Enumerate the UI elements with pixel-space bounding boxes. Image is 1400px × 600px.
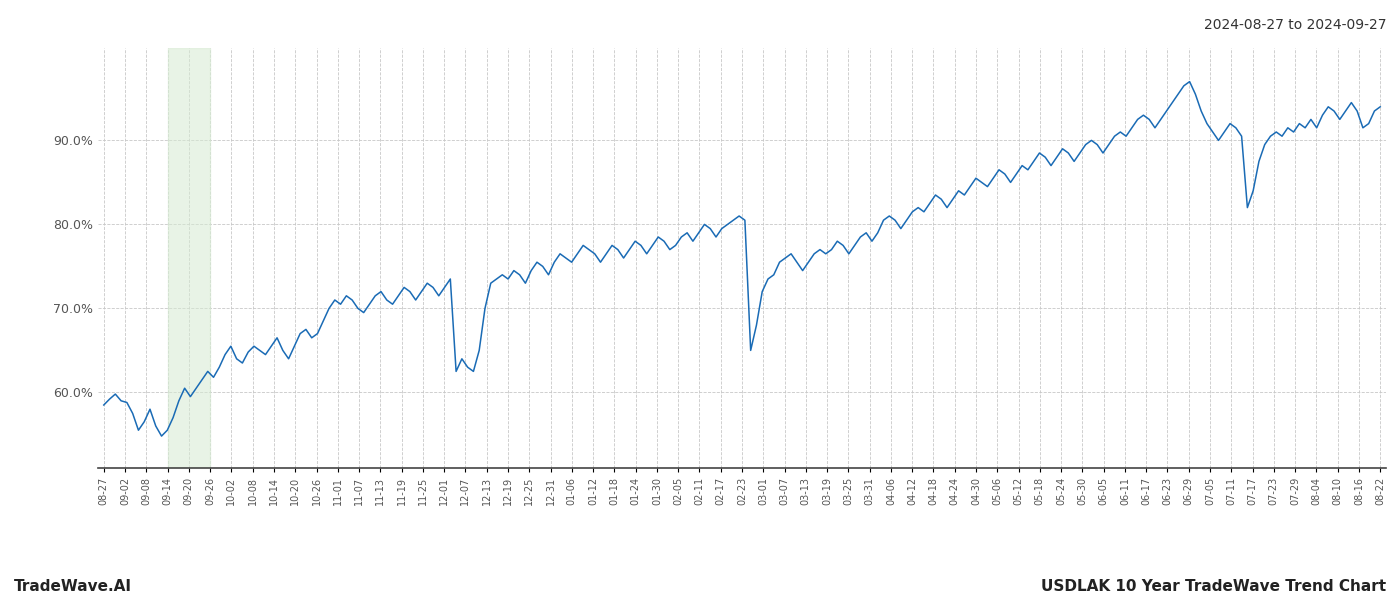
Text: 2024-08-27 to 2024-09-27: 2024-08-27 to 2024-09-27 [1204,18,1386,32]
Bar [168,48,210,468]
Text: TradeWave.AI: TradeWave.AI [14,579,132,594]
Text: USDLAK 10 Year TradeWave Trend Chart: USDLAK 10 Year TradeWave Trend Chart [1040,579,1386,594]
